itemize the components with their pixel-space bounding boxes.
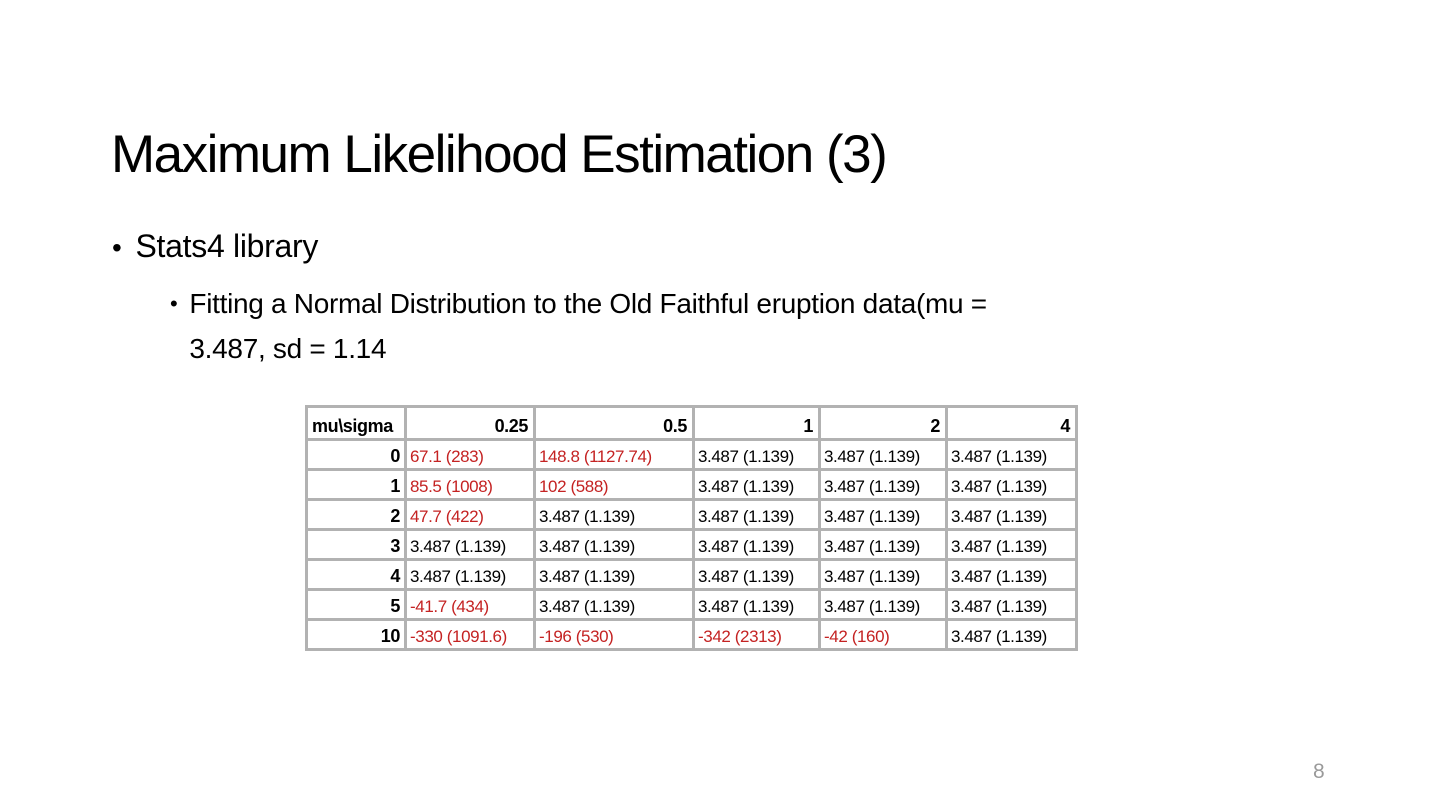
table-cell: 3.487 (1.139) (692, 528, 821, 561)
table-cell: 3.487 (1.139) (692, 588, 821, 621)
table-cell: 3.487 (1.139) (692, 468, 821, 501)
row-header-cell: 5 (305, 588, 407, 621)
column-header-cell: 0.25 (404, 405, 536, 441)
row-header-cell: 3 (305, 528, 407, 561)
mle-results-table-wrap: mu\sigma 0.25 0.5 1 2 4 0 67.1 (283) 148.8… (305, 405, 1078, 651)
page-title: Maximum Likelihood Estimation (3) (111, 124, 888, 184)
bullet-icon: • (170, 291, 178, 316)
table-row: 1 85.5 (1008) 102 (588) 3.487 (1.139) 3.487 … (305, 468, 1078, 501)
table-cell: 3.487 (1.139) (818, 558, 948, 591)
bullet-text: Fitting a Normal Distribution to the Old… (189, 281, 987, 371)
table-row: 2 47.7 (422) 3.487 (1.139) 3.487 (1.139) 3.4… (305, 498, 1078, 531)
table-cell: 3.487 (1.139) (692, 498, 821, 531)
table-cell: 3.487 (1.139) (945, 438, 1078, 471)
table-cell: -330 (1091.6) (404, 618, 536, 651)
table-cell: 3.487 (1.139) (818, 588, 948, 621)
bullet-item-stats4: • Stats4 library (112, 228, 318, 268)
mle-table-body: 0 67.1 (283) 148.8 (1127.74) 3.487 (1.139) 3… (305, 438, 1078, 651)
table-cell: 3.487 (1.139) (945, 468, 1078, 501)
row-header-cell: 0 (305, 438, 407, 471)
table-row: 10 -330 (1091.6) -196 (530) -342 (2313) -42 … (305, 618, 1078, 651)
column-header-cell: 0.5 (533, 405, 695, 441)
table-row: 5 -41.7 (434) 3.487 (1.139) 3.487 (1.139) 3.… (305, 588, 1078, 621)
bullet-icon: • (112, 232, 122, 263)
table-cell: -41.7 (434) (404, 588, 536, 621)
table-cell: 3.487 (1.139) (945, 528, 1078, 561)
table-cell: 3.487 (1.139) (945, 558, 1078, 591)
table-cell: 3.487 (1.139) (818, 438, 948, 471)
bullet-text: Stats4 library (135, 228, 319, 264)
table-cell: 3.487 (1.139) (818, 468, 948, 501)
column-header-cell: 2 (818, 405, 948, 441)
column-header-cell: 4 (945, 405, 1078, 441)
table-cell: 47.7 (422) (404, 498, 536, 531)
table-cell: 3.487 (1.139) (945, 618, 1078, 651)
table-cell: 3.487 (1.139) (818, 498, 948, 531)
table-cell: 67.1 (283) (404, 438, 536, 471)
corner-header-cell: mu\sigma (305, 405, 407, 441)
row-header-cell: 4 (305, 558, 407, 591)
table-cell: 3.487 (1.139) (533, 528, 695, 561)
table-cell: 3.487 (1.139) (818, 528, 948, 561)
table-cell: 3.487 (1.139) (533, 498, 695, 531)
bullet-text-line1: Fitting a Normal Distribution to the Old… (189, 288, 987, 319)
table-header-row: mu\sigma 0.25 0.5 1 2 4 (305, 405, 1078, 441)
table-row: 0 67.1 (283) 148.8 (1127.74) 3.487 (1.139) 3… (305, 438, 1078, 471)
table-row: 4 3.487 (1.139) 3.487 (1.139) 3.487 (1.139)… (305, 558, 1078, 591)
table-cell: 85.5 (1008) (404, 468, 536, 501)
bullet-item-fitting: • Fitting a Normal Distribution to the O… (170, 281, 987, 371)
row-header-cell: 1 (305, 468, 407, 501)
page-number: 8 (1313, 760, 1325, 783)
table-row: 3 3.487 (1.139) 3.487 (1.139) 3.487 (1.139)… (305, 528, 1078, 561)
table-cell: 3.487 (1.139) (692, 438, 821, 471)
table-cell: -196 (530) (533, 618, 695, 651)
column-header-cell: 1 (692, 405, 821, 441)
table-cell: 3.487 (1.139) (692, 558, 821, 591)
row-header-cell: 10 (305, 618, 407, 651)
mle-results-table: mu\sigma 0.25 0.5 1 2 4 0 67.1 (283) 148.8… (305, 405, 1078, 651)
table-cell: 3.487 (1.139) (533, 558, 695, 591)
table-cell: 102 (588) (533, 468, 695, 501)
table-cell: 148.8 (1127.74) (533, 438, 695, 471)
table-cell: 3.487 (1.139) (945, 498, 1078, 531)
table-cell: 3.487 (1.139) (945, 588, 1078, 621)
table-cell: -342 (2313) (692, 618, 821, 651)
table-cell: 3.487 (1.139) (533, 588, 695, 621)
bullet-text-line2: 3.487, sd = 1.14 (189, 333, 387, 364)
row-header-cell: 2 (305, 498, 407, 531)
table-cell: -42 (160) (818, 618, 948, 651)
table-cell: 3.487 (1.139) (404, 528, 536, 561)
table-cell: 3.487 (1.139) (404, 558, 536, 591)
